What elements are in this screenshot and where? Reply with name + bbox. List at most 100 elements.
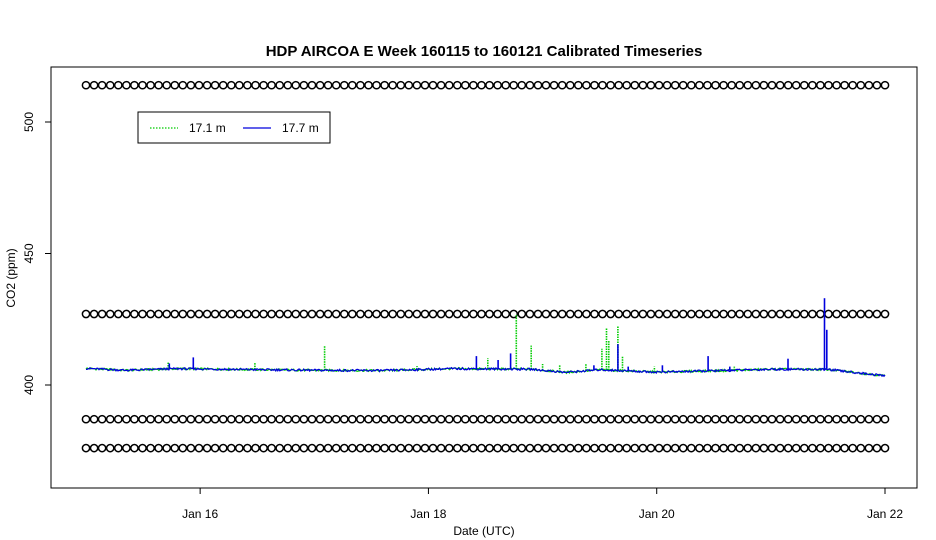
data-point [799,309,809,319]
data-point [767,309,777,319]
data-point [428,414,438,424]
data-point [783,414,793,424]
data-point [517,414,527,424]
data-point [226,443,236,453]
plot-frame [50,66,918,489]
data-point [565,414,575,424]
data-point [565,309,575,319]
data-point [122,80,131,90]
legend: 17.1 m 17.7 m [137,111,331,144]
data-point [670,309,680,319]
data-point [840,443,849,453]
data-point [404,309,414,319]
data-point [541,443,551,453]
data-point [81,414,91,424]
data-point [339,414,349,424]
data-point [162,443,172,453]
data-point [420,80,430,90]
data-point [622,414,632,424]
data-point [598,443,607,453]
data-point [840,309,849,319]
data-point [485,80,494,90]
data-point [598,309,607,319]
data-point [210,443,220,453]
data-point [469,80,478,90]
data-point [452,414,462,424]
data-point [509,443,519,453]
data-point [622,309,632,319]
data-point [646,309,656,319]
data-point [678,443,688,453]
data-point [485,309,494,319]
data-point [598,414,607,424]
data-point [791,414,801,424]
data-point [686,309,696,319]
data-point [202,414,212,424]
data-point [194,414,204,424]
data-point [735,414,745,424]
data-point [380,414,389,424]
data-point [372,309,381,319]
data-point [97,80,107,90]
data-point [420,443,430,453]
data-point [323,414,333,424]
data-point [412,309,422,319]
data-point [170,443,180,453]
data-point [557,443,567,453]
data-point [477,414,486,424]
data-point [388,414,398,424]
data-point [614,414,624,424]
data-point [638,80,648,90]
data-point [291,80,301,90]
data-point [727,443,737,453]
data-point [259,414,268,424]
data-point [331,80,341,90]
data-point [396,309,406,319]
data-point [105,309,115,319]
data-point [420,309,430,319]
data-point [283,443,293,453]
data-point [210,414,220,424]
data-point [606,80,615,90]
y-tick-label: 450 [22,243,36,263]
x-tick-label: Jan 16 [182,507,218,521]
data-point [412,443,422,453]
data-point [533,309,543,319]
data-point [81,80,91,90]
data-point [452,443,462,453]
data-point [751,80,761,90]
data-point [469,414,478,424]
data-point [477,80,486,90]
x-tick-label: Jan 18 [410,507,446,521]
data-point [703,80,712,90]
data-point [339,443,349,453]
data-point [751,443,761,453]
data-point [533,443,543,453]
data-point [864,414,874,424]
data-point [824,443,833,453]
data-point [210,309,220,319]
data-point [113,414,123,424]
data-point [493,80,502,90]
data-point [420,414,430,424]
x-tick-label: Jan 20 [639,507,675,521]
data-point [703,443,712,453]
data-point [372,414,381,424]
data-point [113,443,123,453]
data-point [186,309,196,319]
data-point [678,80,688,90]
data-point [444,309,454,319]
data-point [243,80,252,90]
data-point [832,309,841,319]
data-point [864,80,874,90]
data-point [267,309,276,319]
data-point [259,443,268,453]
data-point [130,414,139,424]
data-point [832,443,841,453]
data-point [154,80,163,90]
data-point [662,80,672,90]
data-point [872,309,882,319]
data-point [549,443,559,453]
data-point [226,414,236,424]
data-point [291,443,301,453]
